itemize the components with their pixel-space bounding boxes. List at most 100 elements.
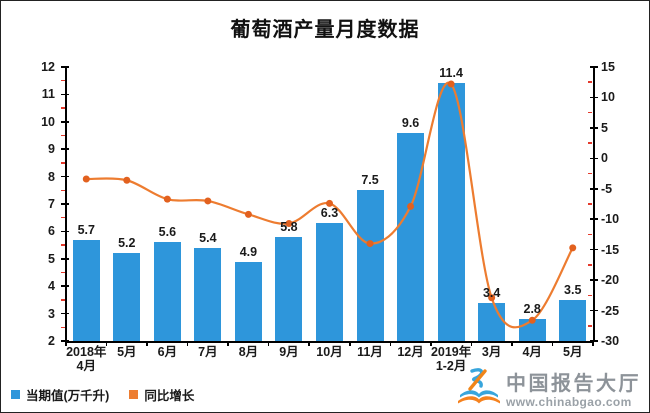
x-axis-tick [349, 341, 351, 346]
bar-value-label: 5.8 [280, 219, 298, 234]
left-axis-tick-label: 10 [41, 114, 55, 129]
line-marker [163, 195, 171, 203]
x-axis-tick [470, 341, 473, 346]
bar [113, 253, 141, 341]
left-axis-major-tick [61, 175, 69, 178]
left-axis-major-tick [61, 203, 69, 205]
bar [316, 223, 343, 341]
bar [275, 236, 303, 341]
right-axis-tick-label: -25 [601, 303, 620, 318]
left-axis-tick-label: 8 [48, 169, 55, 184]
right-axis-major-tick [590, 248, 598, 251]
left-axis-minor-tick [61, 326, 65, 329]
left-axis-major-tick [61, 121, 69, 123]
legend: 当期值(万千升) 同比增长 [11, 385, 194, 404]
x-axis-tick [389, 341, 392, 346]
legend-label-bar: 当期值(万千升) [26, 389, 110, 403]
x-axis-tick [146, 341, 148, 346]
right-axis-major-tick [590, 96, 598, 99]
x-axis-category-label: 3月 [481, 345, 502, 359]
left-axis-tick-label: 4 [48, 279, 55, 294]
legend-swatch-bar [11, 390, 20, 399]
right-axis-minor-tick [588, 233, 592, 236]
x-axis-category-label: 11月 [357, 345, 383, 359]
right-axis-minor-tick [588, 81, 592, 83]
bar-value-label: 7.5 [361, 173, 379, 188]
left-axis-minor-tick [61, 216, 65, 219]
bar-value-label: 6.3 [320, 206, 339, 221]
x-axis-category-label: 7月 [198, 345, 218, 359]
right-axis-major-tick [590, 340, 598, 342]
bar-value-label: 5.2 [118, 236, 136, 251]
x-axis-category-label: 10月 [316, 345, 343, 359]
x-axis-tick [430, 341, 432, 346]
left-axis-major-tick [61, 258, 69, 260]
left-axis-minor-tick [61, 162, 65, 164]
right-axis-minor-tick [588, 325, 592, 327]
watermark[interactable]: 中国报告大厅 www.chinabgao.com [457, 368, 641, 412]
left-axis-minor-tick [61, 244, 65, 246]
right-axis-tick-label: 10 [601, 90, 615, 105]
x-axis-tick [511, 341, 513, 346]
right-axis-minor-tick [588, 203, 592, 205]
right-axis-tick-label: -15 [601, 242, 620, 257]
x-axis-category-label: 9月 [279, 345, 299, 359]
left-axis-major-tick [61, 340, 69, 342]
watermark-url[interactable]: www.chinabgao.com [506, 394, 632, 409]
x-axis-tick [227, 341, 229, 346]
left-axis-tick-label: 2 [48, 334, 55, 348]
legend-swatch-line [129, 390, 139, 399]
bar [356, 190, 384, 341]
line-marker [204, 197, 212, 205]
right-axis-minor-tick [588, 294, 592, 297]
bar [437, 83, 465, 341]
x-axis-tick [186, 341, 189, 346]
left-axis-major-tick [61, 148, 69, 150]
right-axis-major-tick [590, 309, 598, 312]
line-marker [244, 210, 252, 218]
watermark-brand: 中国报告大厅 [506, 372, 641, 395]
bar-value-label: 5.6 [158, 225, 177, 240]
bar-value-label: 11.4 [439, 66, 463, 81]
left-axis-minor-tick [61, 107, 65, 109]
left-axis-minor-tick [61, 299, 65, 301]
left-axis-tick-label: 3 [48, 306, 55, 321]
right-axis-minor-tick [588, 142, 592, 144]
left-axis-tick-label: 11 [41, 87, 55, 102]
x-axis-category-label: 4月 [522, 345, 542, 359]
right-axis-tick-label: -30 [601, 334, 620, 348]
left-axis-major-tick [61, 93, 69, 96]
x-axis-tick [308, 341, 310, 346]
left-axis-tick-label: 12 [41, 60, 55, 74]
right-axis-tick-label: -20 [601, 273, 620, 288]
x-axis-category-label: 2018年 4月 [66, 345, 107, 373]
bar-value-label: 5.7 [77, 222, 95, 237]
bar-value-label: 2.8 [523, 302, 541, 317]
chart-title: 葡萄酒产量月度数据 [230, 19, 420, 41]
left-axis-major-tick [61, 285, 69, 287]
left-axis-minor-tick [61, 79, 65, 82]
line-marker [82, 175, 90, 183]
bar [478, 302, 506, 341]
bar-value-label: 3.4 [482, 285, 501, 300]
right-axis-major-tick [590, 66, 598, 68]
right-axis-minor-tick [588, 264, 592, 266]
left-axis-tick-label: 6 [48, 224, 55, 239]
left-axis-minor-tick [61, 271, 65, 274]
bar [518, 319, 546, 341]
x-axis-tick [267, 341, 270, 346]
left-axis-major-tick [61, 312, 69, 315]
bar [397, 132, 425, 341]
right-axis-tick-label: 15 [601, 60, 615, 74]
right-axis-tick-label: -5 [601, 181, 613, 196]
left-axis-minor-tick [61, 134, 65, 137]
left-axis-minor-tick [61, 189, 65, 192]
bar-value-label: 4.9 [239, 244, 258, 259]
right-axis-major-tick [590, 127, 598, 129]
left-axis-tick-label: 9 [48, 142, 55, 157]
bar-value-label: 3.5 [564, 282, 582, 297]
chinabgao-logo-icon [457, 368, 501, 412]
right-axis-tick-label: 5 [601, 120, 608, 135]
x-axis-tick [551, 341, 554, 346]
left-axis-tick-label: 5 [48, 251, 55, 266]
